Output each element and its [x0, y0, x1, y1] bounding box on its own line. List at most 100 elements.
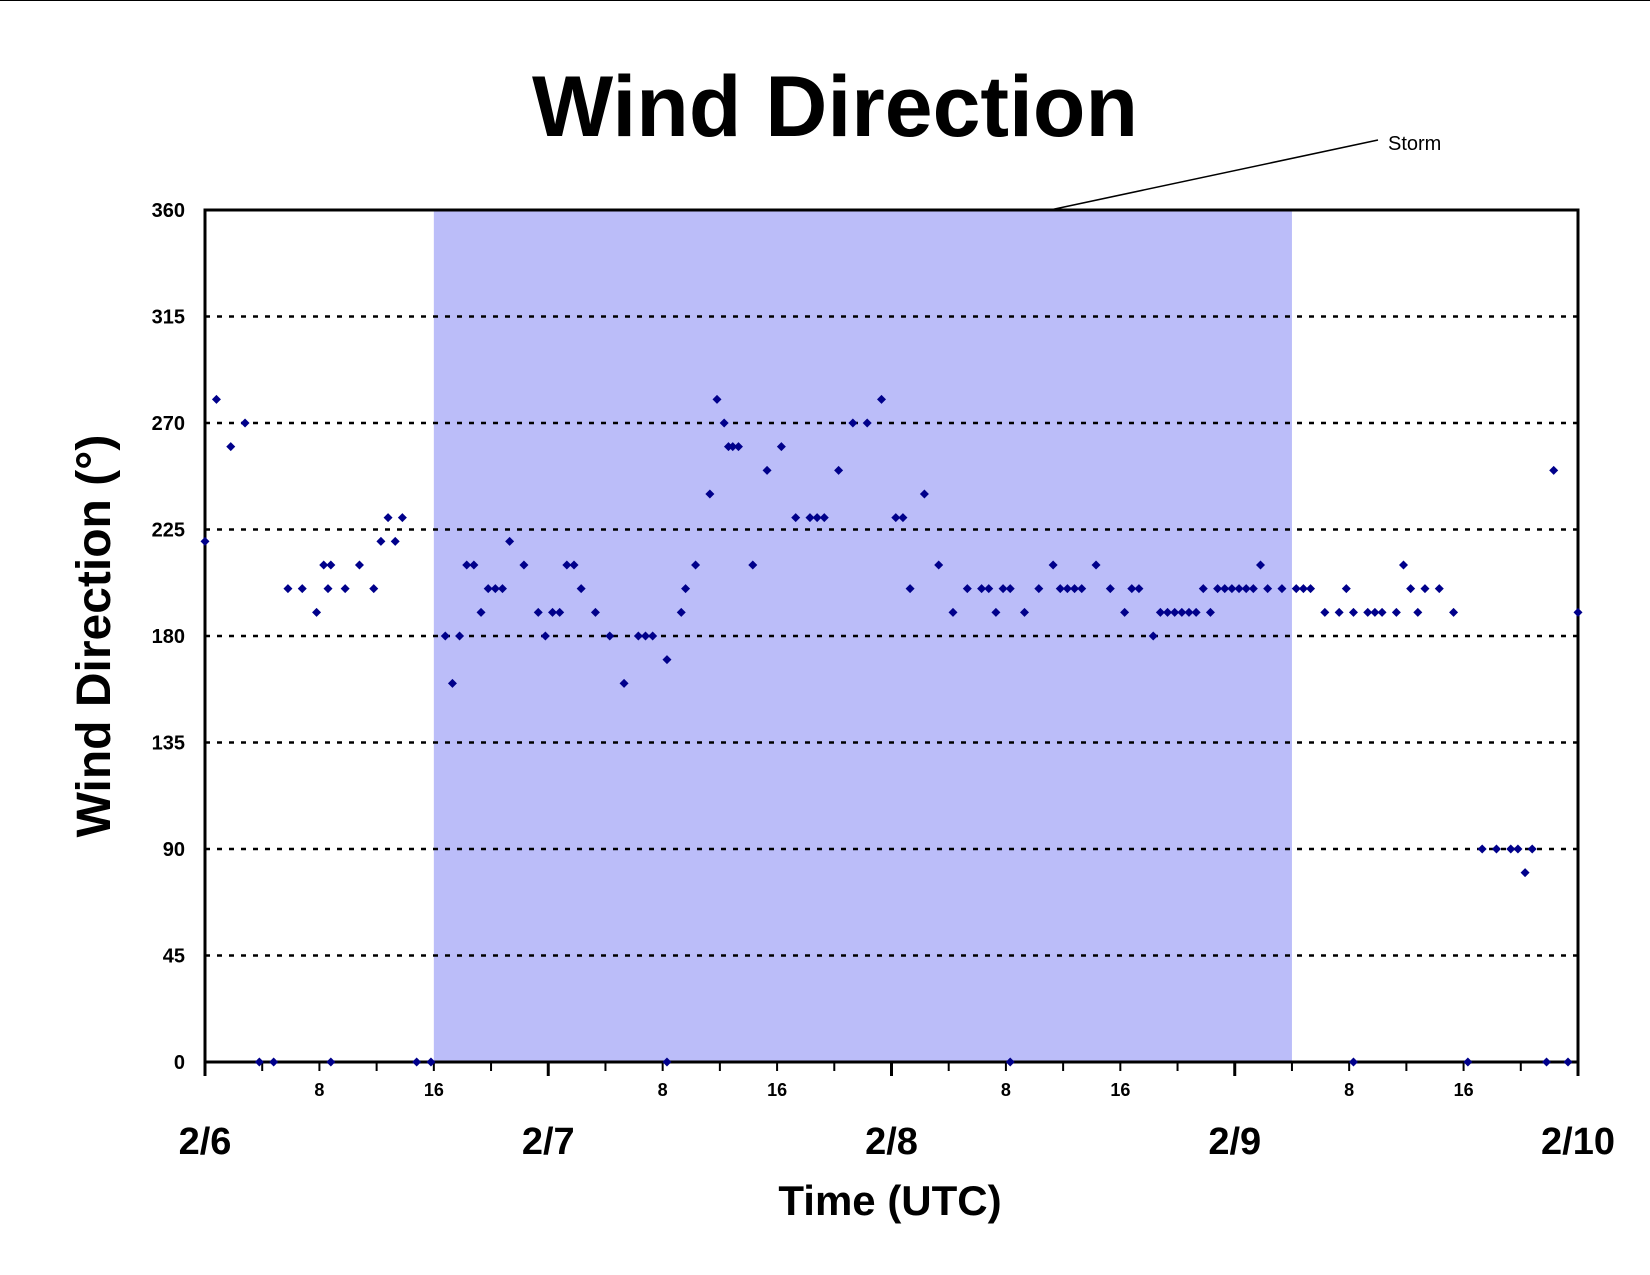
data-point [934, 560, 944, 570]
data-point [984, 584, 994, 594]
data-point [1048, 560, 1058, 570]
data-point [662, 1057, 672, 1067]
data-point [862, 418, 872, 428]
data-point [226, 442, 236, 452]
data-point [240, 418, 250, 428]
data-point [548, 607, 558, 617]
data-point [819, 513, 829, 523]
data-point [1420, 584, 1430, 594]
hour-tick-label: 16 [1454, 1080, 1474, 1100]
data-point [440, 631, 450, 641]
y-tick-labels: 0 45 90 135 180 225 270 315 360 [152, 200, 185, 1074]
data-point [1348, 1057, 1358, 1067]
date-tick-label: 2/10 [1541, 1121, 1615, 1163]
data-point [748, 560, 758, 570]
data-point [1227, 584, 1237, 594]
data-point [898, 513, 908, 523]
data-point [1134, 584, 1144, 594]
data-point [1277, 584, 1287, 594]
data-point [412, 1057, 422, 1067]
data-point [323, 584, 333, 594]
data-point [1105, 584, 1115, 594]
data-point [1213, 584, 1223, 594]
data-point [1127, 584, 1137, 594]
data-point [455, 631, 465, 641]
data-point [354, 560, 364, 570]
data-point [397, 513, 407, 523]
data-point [1205, 607, 1215, 617]
data-point [283, 584, 293, 594]
data-point [1406, 584, 1416, 594]
data-point [662, 655, 672, 665]
data-point [1348, 607, 1358, 617]
data-point [1191, 607, 1201, 617]
data-point [1549, 465, 1559, 475]
data-point [891, 513, 901, 523]
data-point [919, 489, 929, 499]
y-tick-label: 315 [152, 307, 185, 329]
data-point [254, 1057, 264, 1067]
data-point [648, 631, 658, 641]
x-tick-marks [203, 1062, 1580, 1076]
data-point [1506, 844, 1516, 854]
data-point [326, 1057, 336, 1067]
data-point [376, 536, 386, 546]
data-point [805, 513, 815, 523]
data-point [1491, 844, 1501, 854]
data-point [1263, 584, 1273, 594]
data-point [312, 607, 322, 617]
data-point [426, 1057, 436, 1067]
y-tick-label: 225 [152, 520, 185, 542]
data-point [791, 513, 801, 523]
data-point [497, 584, 507, 594]
data-point [876, 394, 886, 404]
data-point [1370, 607, 1380, 617]
data-point [540, 631, 550, 641]
data-point [1005, 584, 1015, 594]
x-axis-label: Time (UTC) [778, 1177, 1001, 1224]
data-point [1155, 607, 1165, 617]
y-tick-label: 180 [152, 626, 185, 648]
data-point [1527, 844, 1537, 854]
hour-tick-label: 8 [1001, 1080, 1011, 1100]
data-point [200, 536, 210, 546]
data-point [1248, 584, 1258, 594]
date-tick-label: 2/6 [179, 1121, 232, 1163]
data-point [676, 607, 686, 617]
data-point [1055, 584, 1065, 594]
data-point [1306, 584, 1316, 594]
data-point [590, 607, 600, 617]
data-point [1513, 844, 1523, 854]
data-point [1413, 607, 1423, 617]
data-point [1034, 584, 1044, 594]
data-point [619, 678, 629, 688]
data-point [977, 584, 987, 594]
date-tick-labels: 2/6 2/7 2/8 2/9 2/10 [179, 1121, 1615, 1163]
data-point [1520, 868, 1530, 878]
hour-tick-label: 16 [1110, 1080, 1130, 1100]
top-border-line [0, 0, 1650, 1]
data-point [948, 607, 958, 617]
data-point [326, 560, 336, 570]
data-point [469, 560, 479, 570]
y-tick-label: 0 [174, 1052, 185, 1074]
hour-tick-label: 16 [767, 1080, 787, 1100]
y-tick-label: 45 [163, 946, 185, 968]
data-point [1399, 560, 1409, 570]
data-point [1449, 607, 1459, 617]
chart-title: Wind Direction [532, 59, 1138, 155]
data-point [1320, 607, 1330, 617]
date-tick-label: 2/9 [1208, 1121, 1261, 1163]
data-point [605, 631, 615, 641]
data-point [1120, 607, 1130, 617]
date-tick-label: 2/8 [865, 1121, 918, 1163]
data-point [998, 584, 1008, 594]
data-point [269, 1057, 279, 1067]
data-point [533, 607, 543, 617]
data-point [1020, 607, 1030, 617]
date-tick-label: 2/7 [522, 1121, 575, 1163]
data-point [1363, 607, 1373, 617]
data-point [447, 678, 457, 688]
data-point [712, 394, 722, 404]
